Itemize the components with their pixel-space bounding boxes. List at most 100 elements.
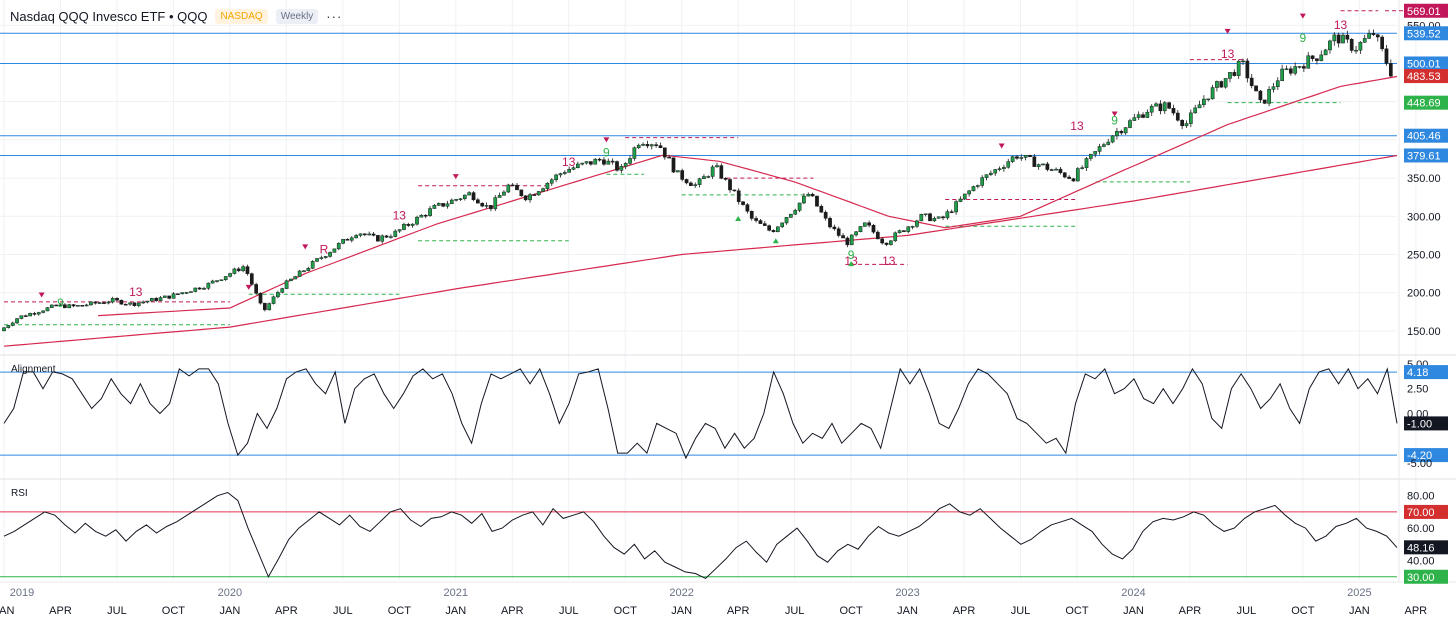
- candle: [132, 302, 137, 307]
- candle-body: [684, 179, 689, 184]
- candle: [980, 175, 985, 188]
- rsi-tag: 40.00: [1407, 556, 1435, 568]
- candle: [1228, 72, 1232, 83]
- candle: [519, 189, 524, 197]
- candle: [871, 223, 876, 234]
- candle-body: [480, 202, 485, 207]
- candle-body: [1210, 87, 1215, 100]
- candle: [741, 201, 745, 206]
- candle: [1223, 78, 1228, 89]
- candle: [63, 303, 67, 309]
- more-options-icon[interactable]: ···: [326, 9, 343, 24]
- time-axis-label: OCT: [1291, 605, 1315, 617]
- candle-body: [962, 193, 967, 200]
- candle: [1054, 167, 1058, 171]
- candle-body: [1336, 34, 1341, 44]
- candle-body: [745, 204, 750, 212]
- candle: [449, 198, 454, 205]
- candle: [254, 282, 259, 295]
- candle-body: [1128, 120, 1132, 128]
- candle-body: [445, 203, 450, 207]
- time-axis-more-icon[interactable]: ···: [1411, 603, 1423, 617]
- candle-body: [662, 147, 667, 158]
- candle-body: [362, 233, 367, 236]
- candle-body: [562, 172, 567, 174]
- candle-body: [306, 268, 311, 271]
- candle-body: [1293, 66, 1298, 74]
- candle-body: [1306, 55, 1311, 69]
- candle-body: [476, 199, 480, 204]
- candle-body: [184, 292, 189, 294]
- candle: [571, 166, 576, 171]
- candle-body: [1271, 86, 1276, 90]
- candle-body: [654, 144, 658, 146]
- candle-body: [271, 296, 276, 304]
- candle-body: [632, 147, 637, 159]
- candle-body: [762, 223, 767, 226]
- candle-body: [358, 233, 363, 236]
- candle: [849, 234, 854, 246]
- candle-body: [297, 270, 302, 277]
- candle: [597, 157, 602, 162]
- price-tag: 200.00: [1407, 288, 1441, 300]
- candle: [1310, 55, 1315, 62]
- td-annotation: 9: [603, 146, 610, 160]
- timeframe-badge[interactable]: Weekly: [275, 9, 319, 24]
- candle-body: [936, 216, 941, 219]
- symbol-title[interactable]: Nasdaq QQQ Invesco ETF • QQQ: [10, 9, 208, 24]
- candle: [932, 216, 937, 223]
- candle-body: [354, 235, 358, 239]
- candle-body: [645, 144, 650, 147]
- td-annotation: 13: [1334, 18, 1348, 32]
- candle-body: [797, 202, 802, 211]
- candle-body: [541, 188, 545, 192]
- time-axis-label: APR: [501, 605, 524, 617]
- candle: [780, 222, 785, 229]
- alignment-tag: -4.20: [1407, 450, 1432, 462]
- candle: [1019, 154, 1024, 161]
- candle: [880, 236, 885, 245]
- td-annotation: 9: [1111, 114, 1118, 128]
- candle-body: [1015, 156, 1019, 159]
- sell-arrow-icon: [1111, 111, 1118, 117]
- candle: [1175, 110, 1180, 122]
- candle-body: [832, 226, 837, 230]
- candle: [1180, 119, 1185, 130]
- candle-body: [975, 185, 980, 187]
- candle-body: [889, 240, 893, 245]
- candle: [1297, 66, 1302, 69]
- candle: [884, 242, 889, 247]
- candle: [10, 321, 15, 327]
- candle: [310, 260, 315, 270]
- candle: [384, 234, 389, 239]
- candle: [1254, 85, 1258, 92]
- candle: [1380, 35, 1384, 52]
- candle-body: [402, 223, 406, 230]
- candle-body: [1110, 135, 1115, 143]
- candle: [193, 287, 198, 293]
- candle: [445, 200, 450, 209]
- candle: [410, 223, 415, 228]
- candle: [1106, 138, 1111, 146]
- td-annotation: 13: [562, 155, 576, 169]
- candle: [89, 301, 93, 306]
- candle: [249, 272, 254, 286]
- candle-body: [254, 284, 259, 294]
- candle-body: [1006, 161, 1011, 168]
- candle: [258, 292, 263, 305]
- candle-body: [1371, 33, 1376, 35]
- candle-body: [845, 237, 850, 246]
- candle: [689, 181, 693, 186]
- time-axis-label: JUL: [785, 605, 805, 617]
- candle-body: [636, 144, 641, 148]
- candle-body: [775, 226, 780, 233]
- candle-body: [1032, 156, 1037, 167]
- candle: [32, 311, 37, 316]
- candle: [623, 162, 628, 170]
- time-axis-label: JAN: [671, 605, 692, 617]
- candle: [628, 155, 632, 166]
- candle: [349, 236, 354, 243]
- candle: [1206, 98, 1211, 102]
- candle-body: [71, 304, 76, 307]
